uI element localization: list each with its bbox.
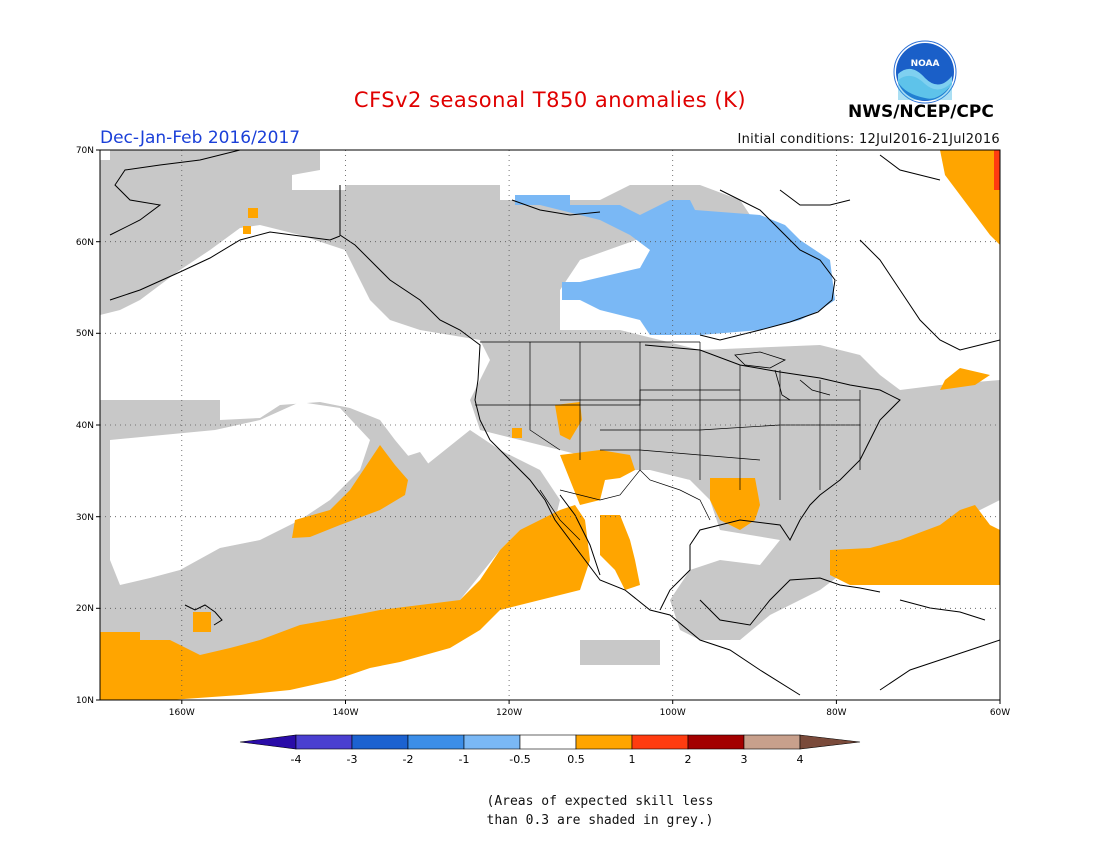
colorbar-label: 1 (629, 753, 636, 766)
colorbar-label: 3 (741, 753, 748, 766)
colorbar-label: -4 (291, 753, 302, 766)
colorbar-swatch (463, 734, 521, 750)
skill-note-line: than 0.3 are shaded in grey.) (486, 813, 714, 828)
colorbar-label: 2 (685, 753, 692, 766)
lon-label: 140W (332, 708, 358, 718)
cool-anomaly-region (515, 195, 835, 335)
skill-note: (Areas of expected skill less than 0.3 a… (470, 792, 730, 830)
colorbar: -4 -3 -2 -1 -0.5 0.5 1 2 3 4 (239, 734, 861, 766)
colorbar-swatch (575, 734, 633, 750)
coastlines (109, 150, 1000, 696)
skill-note-line: (Areas of expected skill less (486, 794, 714, 809)
neutral-region (100, 150, 1000, 590)
graticule (100, 150, 1000, 700)
logo-text: NOAA (911, 59, 940, 69)
lon-label: 160W (169, 708, 195, 718)
colorbar-swatch (239, 734, 297, 750)
noaa-logo: NOAA (893, 40, 957, 108)
lon-label: 60W (990, 708, 1010, 718)
great-lakes (734, 351, 831, 401)
colorbar-label: -3 (347, 753, 358, 766)
lat-label: 70N (76, 146, 94, 156)
lat-label: 20N (76, 604, 94, 614)
colorbar-swatch (295, 734, 353, 750)
lat-label: 10N (76, 696, 94, 706)
colorbar-label: -2 (403, 753, 414, 766)
lat-label: 40N (76, 421, 94, 431)
colorbar-swatch (743, 734, 801, 750)
initial-conditions: Initial conditions: 12Jul2016-21Jul2016 (737, 132, 1000, 147)
colorbar-swatch (687, 734, 745, 750)
colorbar-label: -1 (459, 753, 470, 766)
colorbar-label: 0.5 (567, 753, 585, 766)
agency-label: NWS/NCEP/CPC (848, 102, 994, 122)
colorbar-swatch (631, 734, 689, 750)
lat-axis: 70N 60N 50N 40N 30N 20N 10N (76, 146, 100, 706)
season-label: Dec-Jan-Feb 2016/2017 (100, 128, 301, 148)
lat-label: 60N (76, 238, 94, 248)
lon-axis: 160W 140W 120W 100W 80W 60W (169, 700, 1010, 718)
lat-label: 50N (76, 329, 94, 339)
lon-label: 100W (660, 708, 686, 718)
lon-label: 120W (496, 708, 522, 718)
lon-label: 80W (826, 708, 846, 718)
colorbar-swatch (407, 734, 465, 750)
strong-warm-anomaly (994, 150, 1000, 190)
colorbar-swatch (519, 734, 577, 750)
colorbar-swatch (799, 734, 861, 750)
lat-label: 30N (76, 513, 94, 523)
colorbar-label: 4 (797, 753, 804, 766)
warm-anomaly-region (100, 150, 1000, 700)
colorbar-swatch (351, 734, 409, 750)
map-title: CFSv2 seasonal T850 anomalies (K) (353, 88, 747, 112)
colorbar-label: -0.5 (509, 753, 530, 766)
